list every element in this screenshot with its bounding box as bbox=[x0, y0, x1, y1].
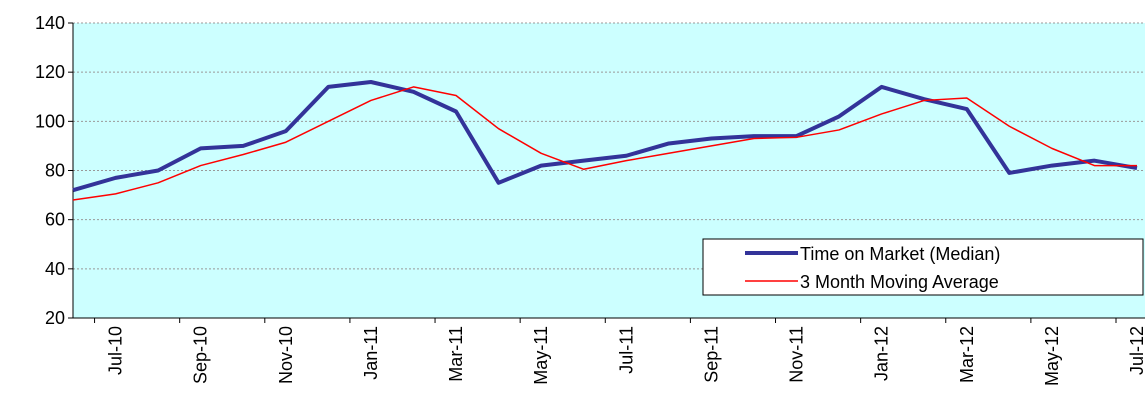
legend-label: Time on Market (Median) bbox=[800, 244, 1000, 264]
x-tick-label: Mar-11 bbox=[446, 326, 466, 382]
x-tick-label: Jul-10 bbox=[106, 326, 126, 375]
y-tick-label: 40 bbox=[45, 259, 65, 279]
y-tick-label: 100 bbox=[35, 111, 65, 131]
x-tick-label: May-11 bbox=[531, 326, 551, 385]
y-tick-label: 20 bbox=[45, 308, 65, 328]
x-tick-label: Nov-10 bbox=[276, 326, 296, 384]
y-tick-label: 60 bbox=[45, 210, 65, 230]
y-tick-label: 120 bbox=[35, 62, 65, 82]
legend bbox=[702, 238, 1144, 296]
y-tick-label: 140 bbox=[35, 13, 65, 33]
x-tick-label: Mar-12 bbox=[957, 326, 977, 383]
x-tick-label: Sep-10 bbox=[191, 326, 211, 384]
x-tick-label: Jul-12 bbox=[1127, 326, 1147, 375]
x-tick-label: Jan-12 bbox=[872, 326, 892, 381]
x-tick-label: May-12 bbox=[1042, 326, 1062, 386]
x-tick-label: Jul-11 bbox=[616, 326, 636, 374]
x-tick-label: Jan-11 bbox=[361, 326, 381, 380]
legend-label: 3 Month Moving Average bbox=[800, 272, 999, 292]
y-tick-label: 80 bbox=[45, 161, 65, 181]
series-line bbox=[72, 86, 1137, 201]
x-tick-label: Sep-11 bbox=[701, 326, 721, 383]
x-tick-label: Nov-11 bbox=[787, 326, 807, 383]
series-line bbox=[72, 80, 1138, 193]
